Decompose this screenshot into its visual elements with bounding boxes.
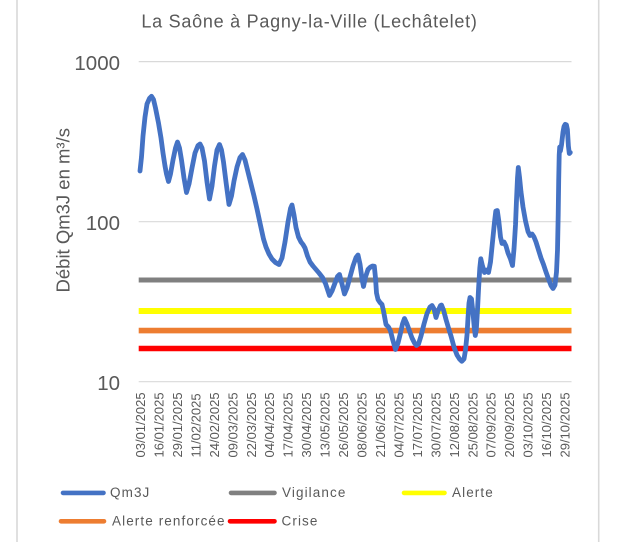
- svg-text:11/02/2025: 11/02/2025: [188, 393, 203, 457]
- svg-text:1000: 1000: [74, 52, 120, 75]
- svg-text:20/09/2025: 20/09/2025: [502, 392, 517, 457]
- svg-text:Qm3J: Qm3J: [110, 485, 150, 500]
- svg-text:17/07/2025: 17/07/2025: [410, 392, 425, 457]
- svg-text:25/08/2025: 25/08/2025: [465, 392, 480, 457]
- svg-text:Crise: Crise: [282, 514, 319, 529]
- svg-text:04/04/2025: 04/04/2025: [262, 392, 277, 457]
- svg-text:04/07/2025: 04/07/2025: [391, 392, 406, 457]
- svg-text:03/01/2025: 03/01/2025: [133, 392, 148, 457]
- svg-text:16/10/2025: 16/10/2025: [539, 392, 554, 457]
- svg-text:09/03/2025: 09/03/2025: [225, 392, 240, 457]
- svg-text:Débit Qm3J en m³/s: Débit Qm3J en m³/s: [53, 128, 74, 293]
- svg-text:29/01/2025: 29/01/2025: [170, 392, 185, 457]
- svg-text:29/10/2025: 29/10/2025: [558, 392, 573, 457]
- svg-text:22/03/2025: 22/03/2025: [244, 392, 259, 457]
- svg-text:La Saône à Pagny-la-Ville (Lec: La Saône à Pagny-la-Ville (Lechâtelet): [141, 12, 477, 32]
- svg-text:13/05/2025: 13/05/2025: [318, 392, 333, 457]
- svg-text:Alerte: Alerte: [452, 485, 494, 500]
- svg-text:26/05/2025: 26/05/2025: [336, 392, 351, 457]
- svg-text:08/06/2025: 08/06/2025: [355, 392, 370, 457]
- svg-text:100: 100: [86, 212, 120, 235]
- svg-text:10: 10: [97, 372, 120, 395]
- svg-text:21/06/2025: 21/06/2025: [373, 392, 388, 457]
- svg-text:12/08/2025: 12/08/2025: [447, 392, 462, 457]
- svg-text:24/02/2025: 24/02/2025: [207, 392, 222, 457]
- svg-text:03/10/2025: 03/10/2025: [521, 392, 536, 457]
- svg-text:Vigilance: Vigilance: [282, 485, 346, 500]
- svg-text:Alerte renforcée: Alerte renforcée: [112, 514, 226, 529]
- svg-text:30/07/2025: 30/07/2025: [428, 392, 443, 457]
- svg-text:07/09/2025: 07/09/2025: [484, 392, 499, 457]
- svg-text:16/01/2025: 16/01/2025: [152, 392, 167, 457]
- svg-text:30/04/2025: 30/04/2025: [299, 392, 314, 457]
- svg-text:17/04/2025: 17/04/2025: [281, 392, 296, 457]
